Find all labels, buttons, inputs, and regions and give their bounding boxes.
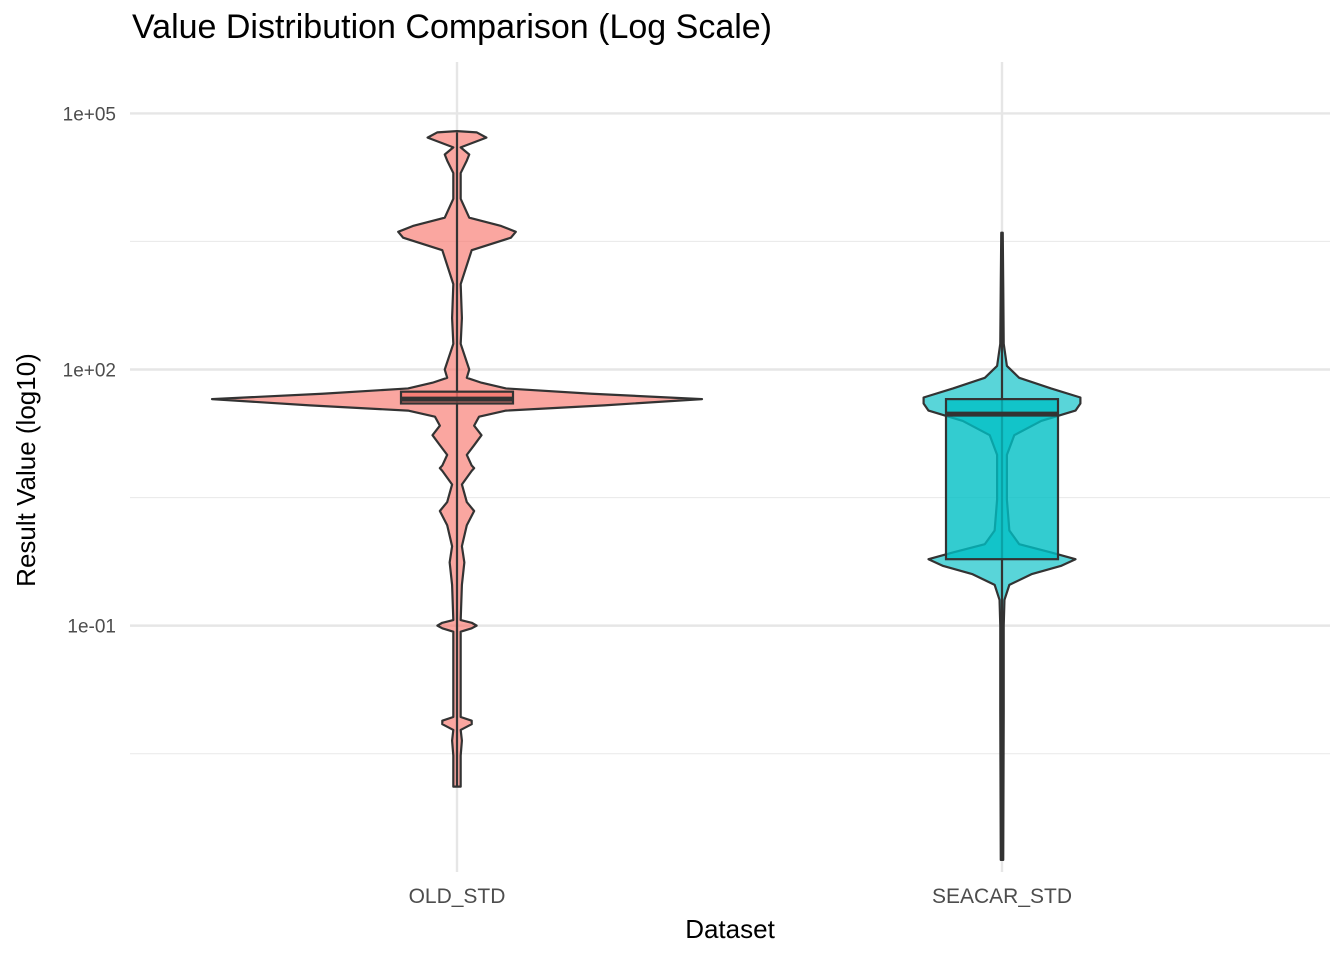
y-tick-label: 1e+02 xyxy=(63,361,116,382)
series-seacar_std xyxy=(922,231,1082,862)
series-layer xyxy=(210,130,1082,862)
x-tick-label: OLD_STD xyxy=(409,885,506,908)
x-axis-title: Dataset xyxy=(685,914,775,944)
chart-title: Value Distribution Comparison (Log Scale… xyxy=(132,8,773,46)
series-old_std xyxy=(210,130,704,788)
y-tick-label: 1e-01 xyxy=(67,617,116,638)
y-tick-label: 1e+05 xyxy=(63,104,116,125)
grid-layer xyxy=(130,62,1330,872)
y-axis-title: Result Value (log10) xyxy=(11,353,41,587)
x-tick-label: SEACAR_STD xyxy=(932,885,1072,908)
box-seacar_std xyxy=(944,398,1060,561)
axis-layer: 1e-01 1e+02 1e+05 OLD_STD SEACAR_STD xyxy=(63,104,1072,908)
